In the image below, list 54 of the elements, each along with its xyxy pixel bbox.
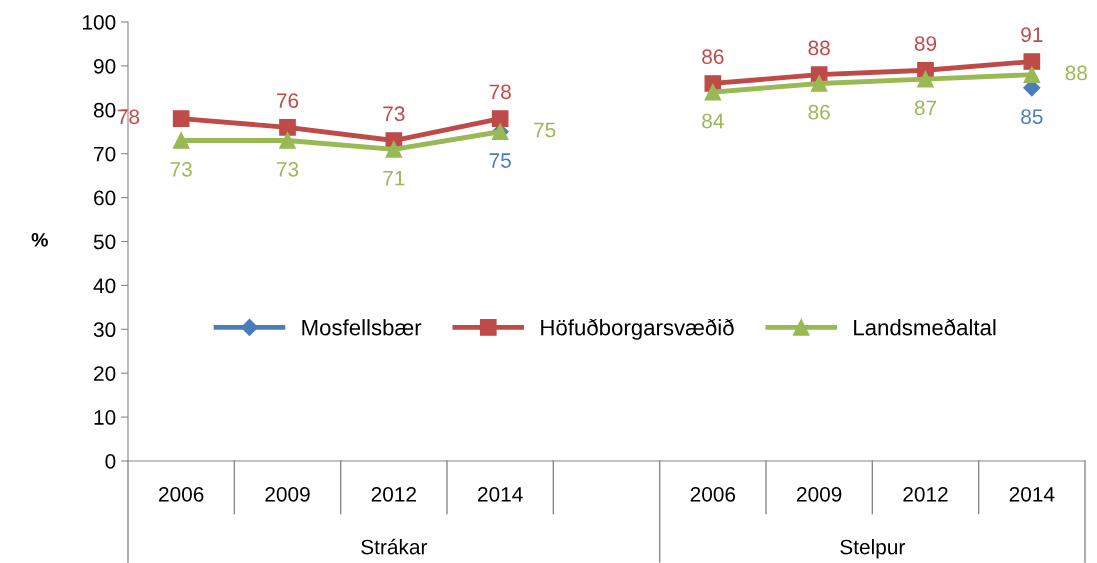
- point: [810, 75, 828, 92]
- point: [704, 83, 722, 101]
- data-label: 85: [1021, 109, 1043, 124]
- y-tick-label: 80: [93, 102, 116, 118]
- y-tick-label: 100: [83, 15, 116, 30]
- legend-label: Landsmeðaltal: [854, 318, 996, 336]
- point: [279, 119, 296, 136]
- data-label: 75: [534, 122, 556, 138]
- point: [1023, 53, 1041, 70]
- data-label: 87: [914, 100, 937, 116]
- data-label: 78: [117, 109, 140, 125]
- data-label: 89: [914, 36, 937, 51]
- y-tick-label: 90: [94, 58, 116, 74]
- legend-label: Höfuðborgarsvæðið: [541, 318, 734, 340]
- legend-label: Mosfellsbær: [302, 319, 422, 336]
- y-tick-label: 20: [94, 366, 116, 381]
- data-label: 88: [808, 40, 830, 56]
- data-label: 76: [276, 93, 299, 108]
- text: Stelpur: [840, 539, 905, 559]
- data-label: 88: [1065, 65, 1087, 81]
- text: Strákar: [361, 538, 428, 555]
- x-tick-label: 2014: [1009, 486, 1055, 502]
- x-tick-label: 2006: [159, 486, 204, 502]
- x-tick-label: 2012: [903, 486, 948, 502]
- x-tick-label: 2012: [371, 486, 416, 502]
- data-label: 84: [702, 113, 724, 129]
- point: [917, 70, 934, 88]
- y-tick-label: 70: [94, 146, 116, 162]
- data-label: 78: [489, 84, 511, 100]
- data-label: 91: [1021, 27, 1043, 43]
- data-label: 73: [170, 161, 192, 177]
- data-label: 86: [808, 104, 830, 120]
- y-tick-label: 10: [94, 410, 116, 425]
- y-tick-label: 40: [93, 278, 116, 294]
- point: [279, 132, 296, 149]
- y-axis-title: %: [31, 233, 48, 247]
- data-label: 71: [383, 170, 405, 186]
- point: [172, 132, 190, 149]
- data-label: 86: [702, 49, 724, 65]
- y-tick-label: 0: [105, 454, 116, 469]
- x-tick-label: 2009: [797, 486, 842, 502]
- y-tick-label: 30: [93, 322, 116, 338]
- y-tick-label: 60: [94, 190, 116, 206]
- x-tick-label: 2009: [265, 486, 310, 502]
- point: [1023, 66, 1041, 84]
- x-tick-label: 2006: [690, 486, 736, 502]
- y-tick-label: 50: [93, 234, 116, 250]
- data-label: 73: [383, 106, 405, 122]
- point: [172, 110, 190, 127]
- point: [385, 140, 403, 158]
- point: [491, 110, 509, 127]
- data-label: 73: [276, 161, 299, 177]
- data-label: 75: [489, 153, 511, 168]
- x-tick-label: 2014: [478, 486, 523, 502]
